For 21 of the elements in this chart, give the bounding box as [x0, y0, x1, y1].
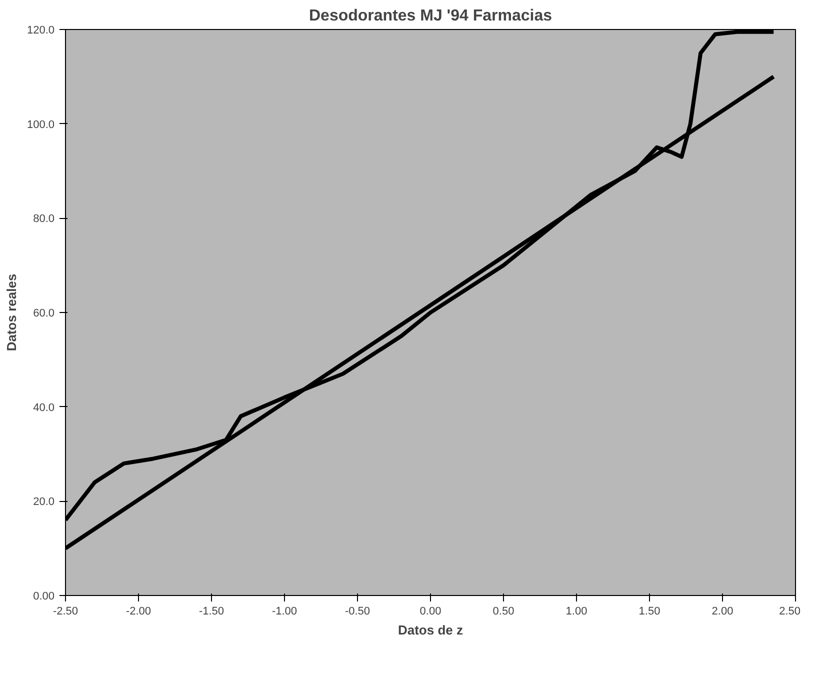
x-tick-label: -1.00 — [272, 606, 298, 618]
chart-title: Desodorantes MJ '94 Farmacias — [308, 8, 552, 24]
x-tick-label: -0.50 — [344, 606, 370, 618]
x-tick-label: -2.50 — [52, 606, 78, 618]
x-tick-label: 2.00 — [712, 606, 734, 618]
y-tick-label: 40.0 — [33, 402, 55, 414]
y-tick-label: 80.0 — [33, 213, 55, 226]
x-tick-label: -2.00 — [126, 606, 152, 618]
y-tick-label: 60.0 — [33, 308, 55, 320]
y-tick-label: 120.0 — [26, 24, 55, 36]
x-tick-label: -1.50 — [198, 606, 224, 618]
y-tick-label: 0.00 — [33, 590, 55, 602]
x-tick-label: 2.50 — [779, 606, 801, 618]
x-tick-label: 0.50 — [492, 606, 514, 618]
x-tick-label: 1.50 — [638, 606, 660, 618]
x-tick-label: 1.00 — [566, 606, 588, 618]
y-axis-title: Datos reales — [4, 274, 19, 352]
y-tick-label: 100.0 — [26, 118, 55, 131]
y-tick-label: 20.0 — [33, 496, 55, 508]
x-axis-title: Datos de z — [398, 622, 464, 638]
x-tick-label: 0.00 — [420, 606, 442, 618]
